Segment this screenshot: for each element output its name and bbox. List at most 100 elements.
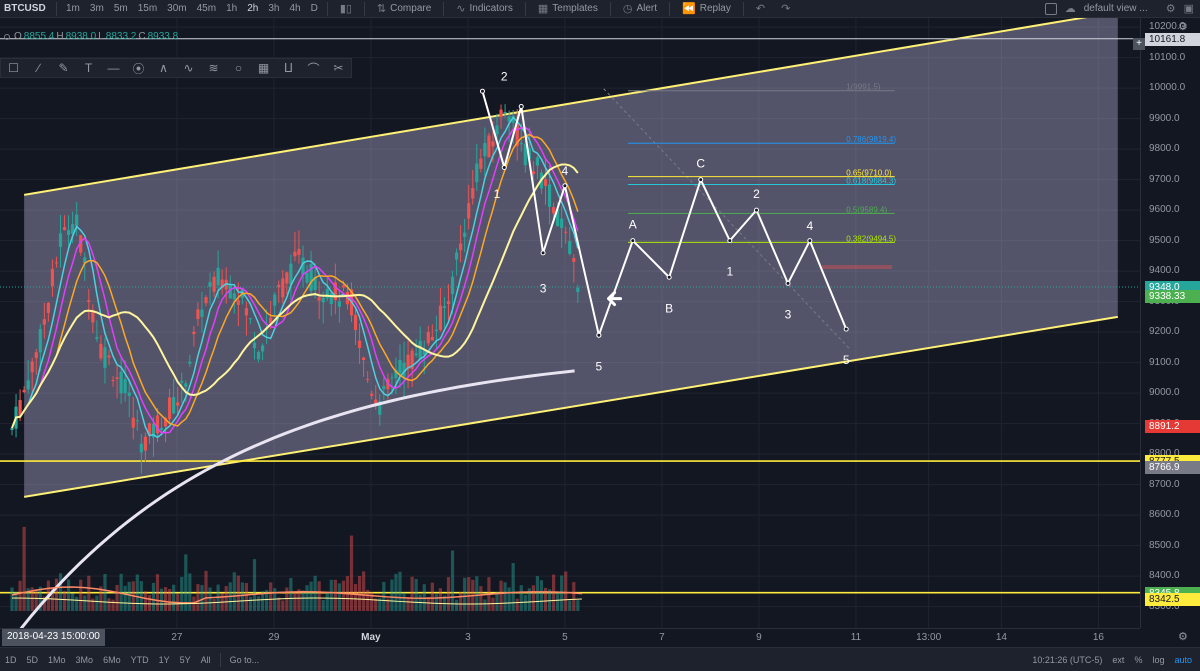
wave-label: 3 xyxy=(785,307,792,321)
volume-bar xyxy=(58,573,63,611)
elliott-icon[interactable]: ≋ xyxy=(208,61,219,75)
interval-D[interactable]: D xyxy=(310,3,318,14)
volume-bar xyxy=(91,598,95,611)
pattern-icon[interactable]: ⦿ xyxy=(132,61,145,76)
volume-bar xyxy=(511,563,515,611)
candle-body xyxy=(18,400,22,416)
interval-3m[interactable]: 3m xyxy=(89,3,104,14)
range-1y[interactable]: 1Y xyxy=(158,654,170,665)
arc-icon[interactable]: ⌒ xyxy=(307,61,320,76)
auto-toggle[interactable]: auto xyxy=(1174,654,1192,665)
horizontal-line-icon[interactable]: — xyxy=(107,61,120,75)
fullscreen-icon[interactable] xyxy=(1044,2,1057,15)
interval-45m[interactable]: 45m xyxy=(196,3,217,14)
redo-button[interactable]: ↷ xyxy=(773,2,798,15)
price-chart[interactable]: 1(9991.5) 0.786(9819.4) 0.65(9710.0)0.618(… xyxy=(0,18,1140,628)
volume-bar xyxy=(159,588,164,611)
range-ytd[interactable]: YTD xyxy=(130,654,149,665)
templates-button[interactable]: ▦ Templates xyxy=(530,2,606,15)
candle-body xyxy=(535,157,540,166)
eraser-icon[interactable]: ✂ xyxy=(333,61,344,75)
high-key: H xyxy=(56,31,64,42)
interval-2h[interactable]: 2h xyxy=(247,3,259,14)
symbol-name[interactable]: BTCUSD xyxy=(4,3,46,14)
layout-name[interactable]: default view ... xyxy=(1083,3,1148,14)
volume-bar xyxy=(507,587,511,611)
candle-body xyxy=(430,336,434,341)
candle-body xyxy=(475,163,479,183)
candle-body xyxy=(341,285,346,288)
candle-body xyxy=(46,303,50,313)
interval-1m[interactable]: 1m xyxy=(66,3,80,14)
text-icon[interactable]: T xyxy=(84,61,93,75)
candle-body xyxy=(337,301,341,307)
volume-bar xyxy=(341,580,346,611)
range-5d[interactable]: 5D xyxy=(26,654,39,665)
cloud-icon[interactable]: ☁ xyxy=(1064,3,1076,15)
price-tick: 9500.0 xyxy=(1149,234,1180,246)
legend-toggle-icon[interactable] xyxy=(4,33,10,40)
fib-level-label: 0.5(9589.4) xyxy=(846,205,887,214)
add-icon[interactable]: + xyxy=(1133,38,1145,50)
indicators-button[interactable]: ∿ Indicators xyxy=(448,2,521,15)
candle-body xyxy=(147,423,152,436)
xabcd-icon[interactable]: ∧ xyxy=(159,61,168,75)
compare-button[interactable]: ⇅ Compare xyxy=(369,2,439,15)
brush-icon[interactable]: ✎ xyxy=(58,61,69,75)
price-label: 8766.9 xyxy=(1145,461,1200,475)
camera-icon[interactable]: ▣ xyxy=(1183,3,1194,15)
range-all[interactable]: All xyxy=(200,654,211,665)
range-5y[interactable]: 5Y xyxy=(179,654,191,665)
price-axis[interactable]: 10200.0 10100.0 10000.0 9900.0 9800.0 9700.0 9… xyxy=(1140,18,1200,628)
candle-body xyxy=(503,112,507,114)
open-key: O xyxy=(14,31,22,42)
range-3mo[interactable]: 3Mo xyxy=(75,654,94,665)
volume-bar xyxy=(83,595,87,611)
gann-box-icon[interactable]: ▦ xyxy=(257,61,270,75)
volume-bar xyxy=(107,598,111,611)
interval-30m[interactable]: 30m xyxy=(167,3,187,14)
alert-button[interactable]: ◷ Alert xyxy=(615,2,665,15)
volume-bar xyxy=(394,573,398,611)
wave-point xyxy=(698,177,704,183)
candle-body xyxy=(123,379,127,394)
volume-bar xyxy=(434,594,438,611)
settings-icon[interactable]: ⚙ xyxy=(1165,3,1176,15)
volume-bar xyxy=(568,600,572,611)
candle-body xyxy=(321,297,325,303)
time-tick: 14 xyxy=(995,632,1007,643)
percent-toggle[interactable]: % xyxy=(1134,654,1143,665)
interval-15m[interactable]: 15m xyxy=(137,3,158,14)
cursor-icon[interactable]: ☐ xyxy=(8,61,19,75)
range-1d[interactable]: 1D xyxy=(5,654,17,665)
volume-bar xyxy=(212,599,216,611)
settings-icon[interactable]: ⚙ xyxy=(1178,21,1188,33)
interval-1h[interactable]: 1h xyxy=(226,3,238,14)
gann-fan-icon[interactable]: ⨿ xyxy=(284,60,293,75)
candle-body xyxy=(54,262,59,264)
log-toggle[interactable]: log xyxy=(1152,654,1165,665)
range-6mo[interactable]: 6Mo xyxy=(103,654,121,665)
chart-type-button[interactable]: ▮▯ xyxy=(332,2,360,15)
toolbar-separator xyxy=(742,1,744,16)
price-tick: 8600.0 xyxy=(1149,509,1180,521)
trend-line-icon[interactable]: ∕ xyxy=(37,61,40,75)
ext-toggle[interactable]: ext xyxy=(1112,654,1125,665)
candle-body xyxy=(119,371,123,394)
interval-4h[interactable]: 4h xyxy=(289,3,301,14)
volume-bar xyxy=(301,590,305,611)
range-1mo[interactable]: 1Mo xyxy=(48,654,66,665)
interval-5m[interactable]: 5m xyxy=(113,3,128,14)
cycle-icon[interactable]: ○ xyxy=(234,61,243,75)
abcde-icon[interactable]: ∿ xyxy=(183,61,194,75)
time-axis[interactable]: 2018-04-23 15:00:00 27 29 May 3 5 7 9 11 13:00 14… xyxy=(0,628,1140,647)
price-tick: 9200.0 xyxy=(1149,326,1180,338)
chart-settings-icon[interactable]: ⚙ xyxy=(1178,631,1188,643)
undo-button[interactable]: ↶ xyxy=(748,2,773,15)
alert-label: Alert xyxy=(636,3,658,14)
goto-button[interactable]: Go to... xyxy=(229,654,260,665)
volume-bar xyxy=(75,596,79,611)
replay-button[interactable]: ⏪ Replay xyxy=(674,2,739,15)
interval-3h[interactable]: 3h xyxy=(268,3,280,14)
wave-point xyxy=(596,332,602,338)
